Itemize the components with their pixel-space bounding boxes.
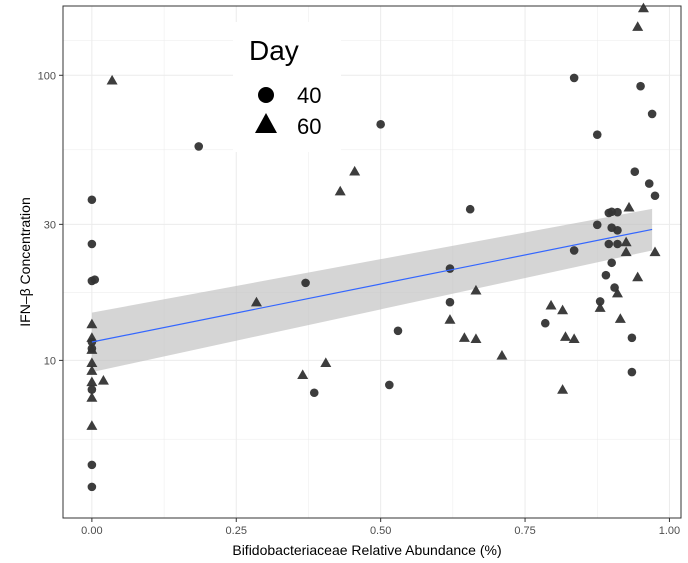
legend-label-40: 40 bbox=[297, 83, 321, 108]
y-tick-label: 10 bbox=[44, 355, 56, 367]
data-point-day-40 bbox=[385, 380, 394, 390]
data-point-day-60 bbox=[86, 392, 98, 402]
data-point-day-60 bbox=[86, 332, 98, 342]
data-point-day-60 bbox=[470, 284, 482, 295]
data-point-day-40 bbox=[87, 195, 97, 205]
data-point-day-60 bbox=[496, 350, 508, 360]
data-point-day-40 bbox=[595, 297, 605, 306]
data-point-day-40 bbox=[592, 130, 602, 139]
data-point-day-40 bbox=[301, 278, 310, 288]
data-point-day-60 bbox=[557, 304, 569, 315]
data-point-day-40 bbox=[627, 367, 637, 377]
data-point-day-40 bbox=[87, 385, 97, 394]
x-tick-label: 1.00 bbox=[659, 525, 680, 537]
data-point-day-40 bbox=[540, 318, 550, 328]
confidence-band bbox=[91, 208, 653, 373]
legend-background bbox=[233, 22, 341, 152]
data-point-day-40 bbox=[309, 388, 319, 398]
data-point-day-40 bbox=[87, 460, 97, 470]
x-axis-title: Bifidobacteriaceae Relative Abundance (%… bbox=[232, 542, 501, 558]
data-point-day-60 bbox=[611, 287, 623, 298]
data-point-day-40 bbox=[630, 167, 640, 177]
data-point-day-60 bbox=[86, 357, 98, 368]
x-axis-ticks: 0.00 0.25 0.50 0.75 1.00 bbox=[81, 518, 680, 537]
plot-border bbox=[62, 5, 682, 519]
data-point-day-60 bbox=[637, 2, 649, 13]
data-point-day-60 bbox=[594, 302, 606, 312]
data-point-day-40 bbox=[90, 275, 100, 284]
data-point-day-40 bbox=[601, 270, 611, 280]
data-point-day-40 bbox=[636, 81, 645, 91]
data-point-day-40 bbox=[87, 482, 97, 492]
x-tick-label: 0.75 bbox=[514, 525, 535, 537]
fit-layer bbox=[91, 228, 653, 343]
data-point-day-60 bbox=[86, 365, 98, 375]
data-point-day-60 bbox=[458, 332, 470, 342]
data-point-day-40 bbox=[644, 179, 654, 188]
data-point-day-40 bbox=[445, 297, 455, 307]
data-point-day-60 bbox=[620, 246, 632, 257]
legend-circle-symbol bbox=[258, 87, 274, 103]
data-point-day-60 bbox=[614, 313, 626, 323]
data-point-day-60 bbox=[632, 21, 644, 31]
y-axis-title: IFN–β Concentration bbox=[17, 197, 33, 326]
data-point-day-40 bbox=[613, 225, 622, 235]
data-point-day-60 bbox=[320, 357, 332, 368]
data-point-day-60 bbox=[86, 344, 98, 354]
data-point-day-60 bbox=[632, 271, 644, 282]
data-point-day-60 bbox=[568, 333, 580, 343]
regression-line bbox=[91, 228, 653, 343]
data-point-day-60 bbox=[557, 384, 569, 394]
data-point-day-60 bbox=[623, 201, 635, 212]
data-point-day-40 bbox=[607, 258, 616, 268]
data-point-day-40 bbox=[627, 333, 637, 343]
data-point-day-60 bbox=[297, 369, 309, 379]
data-point-day-40 bbox=[613, 239, 622, 249]
y-axis-ticks: 10 30 100 bbox=[38, 70, 63, 367]
data-point-day-40 bbox=[569, 73, 579, 83]
x-tick-label: 0.50 bbox=[370, 525, 391, 537]
data-point-day-40 bbox=[592, 220, 602, 230]
x-tick-label: 0.00 bbox=[81, 525, 102, 537]
data-point-day-60 bbox=[649, 246, 661, 257]
legend-label-60: 60 bbox=[297, 114, 321, 139]
y-tick-label: 30 bbox=[44, 219, 56, 231]
data-point-day-60 bbox=[250, 296, 262, 307]
data-point-day-60 bbox=[559, 331, 571, 341]
data-point-day-60 bbox=[545, 299, 557, 310]
data-point-day-60 bbox=[106, 74, 118, 85]
data-point-day-40 bbox=[445, 264, 455, 273]
data-point-day-60 bbox=[334, 185, 346, 196]
data-point-day-60 bbox=[97, 375, 109, 385]
data-point-day-60 bbox=[86, 376, 98, 387]
data-point-day-60 bbox=[620, 236, 632, 247]
data-point-day-40 bbox=[604, 239, 614, 249]
data-point-day-60 bbox=[444, 314, 456, 324]
legend-triangle-symbol bbox=[255, 113, 277, 133]
data-point-day-40 bbox=[650, 191, 660, 201]
data-point-day-40 bbox=[87, 239, 97, 249]
data-point-day-40 bbox=[613, 207, 622, 217]
legend: Day 40 60 bbox=[233, 22, 341, 152]
data-point-day-40 bbox=[393, 326, 403, 336]
y-tick-label: 100 bbox=[38, 70, 56, 82]
data-point-day-60 bbox=[470, 333, 482, 343]
data-point-day-40 bbox=[465, 204, 475, 214]
data-point-day-40 bbox=[569, 246, 579, 255]
data-point-day-40 bbox=[647, 109, 657, 119]
data-point-day-60 bbox=[86, 420, 98, 430]
data-point-day-40 bbox=[376, 120, 385, 129]
points-layer bbox=[86, 2, 661, 492]
data-point-day-60 bbox=[86, 318, 98, 329]
legend-title: Day bbox=[249, 35, 299, 66]
ci-band-layer bbox=[91, 208, 653, 373]
data-point-day-60 bbox=[349, 165, 361, 176]
data-point-day-40 bbox=[194, 142, 204, 151]
x-tick-label: 0.25 bbox=[226, 525, 247, 537]
